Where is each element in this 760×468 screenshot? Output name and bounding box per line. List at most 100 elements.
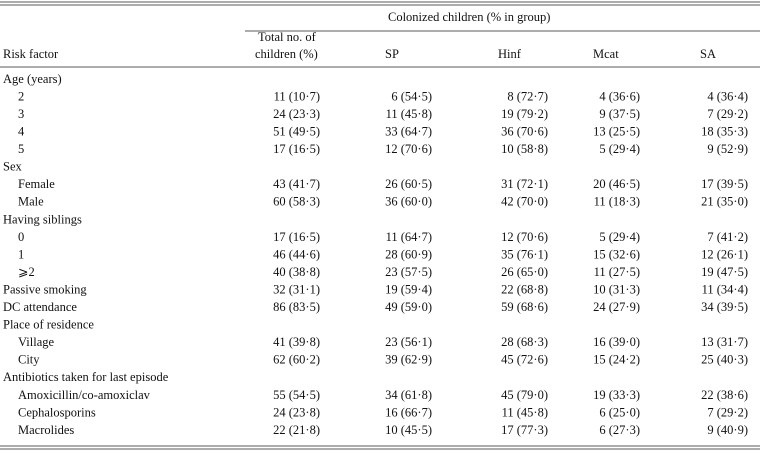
cell: 45 (79·0) [501,388,548,402]
row-label: Cephalosporins [18,405,96,419]
section-label: Having siblings [3,212,82,226]
cell: 28 (60·9) [385,247,432,261]
cell: 34 (39·5) [701,300,748,314]
section-label: Place of residence [3,318,94,332]
group-header: Colonized children (% in group) [388,10,550,24]
cell: 10 (45·5) [385,423,432,437]
cell: 7 (29·2) [707,107,748,121]
section-label: Antibiotics taken for last episode [3,370,169,384]
cell: 24 (23·3) [273,107,320,121]
cell: 34 (61·8) [385,388,432,402]
cell: 24 (23·8) [273,405,320,419]
cell: 42 (70·0) [501,195,548,209]
row-label: 0 [18,230,24,244]
cell: 22 (68·8) [501,282,548,296]
cell: 21 (35·0) [701,195,748,209]
cell: 23 (56·1) [385,335,432,349]
cell: 33 (64·7) [385,125,432,139]
row-label: Female [18,177,55,191]
cell: 31 (72·1) [501,177,548,191]
column-header: Mcat [593,47,619,61]
cell: 39 (62·9) [385,353,432,367]
cell: 4 (36·6) [599,89,640,103]
cell: 8 (72·7) [507,89,548,103]
cell: 43 (41·7) [273,177,320,191]
cell: 26 (60·5) [385,177,432,191]
cell: 6 (54·5) [391,89,432,103]
cell: 11 (45·8) [502,405,548,419]
cell: 22 (38·6) [701,388,748,402]
cell: 86 (83·5) [273,300,320,314]
cell: 11 (64·7) [386,230,432,244]
cell: 18 (35·3) [701,125,748,139]
cell: 9 (37·5) [599,107,640,121]
cell: 40 (38·8) [273,265,320,279]
cell: 6 (27·3) [599,423,640,437]
cell: 17 (77·3) [501,423,548,437]
row-label: 3 [18,107,24,121]
cell: 41 (39·8) [273,335,320,349]
cell: 55 (54·5) [273,388,320,402]
cell: 5 (29·4) [599,142,640,156]
cell: 16 (66·7) [385,405,432,419]
cell: 15 (32·6) [593,247,640,261]
row-label: 1 [18,247,24,261]
cell: 15 (24·2) [593,353,640,367]
cell: 7 (41·2) [707,230,748,244]
cell: 17 (39·5) [701,177,748,191]
cell: 12 (26·1) [701,247,748,261]
cell: 23 (57·5) [385,265,432,279]
cell: 11 (18·3) [594,195,640,209]
cell: 11 (27·5) [594,265,640,279]
cell: 32 (31·1) [273,282,320,296]
cell: 62 (60·2) [273,353,320,367]
cell: 11 (10·7) [274,89,320,103]
cell: 26 (65·0) [501,265,548,279]
cell: 13 (25·5) [593,125,640,139]
column-header: SA [700,47,716,61]
cell: 45 (72·6) [501,353,548,367]
row-label: Amoxicillin/co-amoxiclav [18,388,151,402]
cell: 16 (39·0) [593,335,640,349]
cell: 36 (60·0) [385,195,432,209]
row-label: Male [18,195,44,209]
cell: 12 (70·6) [501,230,548,244]
cell: 25 (40·3) [701,353,748,367]
cell: 10 (31·3) [593,282,640,296]
cell: 6 (25·0) [599,405,640,419]
cell: 19 (47·5) [701,265,748,279]
cell: 46 (44·6) [273,247,320,261]
cell: 59 (68·6) [501,300,548,314]
cell: 22 (21·8) [273,423,320,437]
cell: 49 (59·0) [385,300,432,314]
row-label: ⩾2 [18,265,35,279]
cell: 11 (45·8) [386,107,432,121]
cell: 9 (40·9) [707,423,748,437]
row-label: Passive smoking [3,282,87,296]
section-label: Sex [3,160,23,174]
row-label: 5 [18,142,24,156]
total-header: children (%) [255,47,318,61]
cell: 10 (58·8) [501,142,548,156]
cell: 7 (29·2) [707,405,748,419]
cell: 19 (59·4) [385,282,432,296]
cell: 12 (70·6) [385,142,432,156]
cell: 13 (31·7) [701,335,748,349]
cell: 9 (52·9) [707,142,748,156]
cell: 4 (36·4) [707,89,748,103]
cell: 19 (33·3) [593,388,640,402]
cell: 19 (79·2) [501,107,548,121]
cell: 11 (34·4) [702,282,748,296]
cell: 24 (27·9) [593,300,640,314]
row-label: 4 [18,125,25,139]
row-label: Village [18,335,54,349]
row-label: DC attendance [3,300,77,314]
cell: 51 (49·5) [273,125,320,139]
cell: 60 (58·3) [273,195,320,209]
row-label: 2 [18,89,24,103]
cell: 17 (16·5) [273,230,320,244]
total-header: Total no. of [258,30,317,44]
cell: 36 (70·6) [501,125,548,139]
cell: 5 (29·4) [599,230,640,244]
row-label: City [18,353,40,367]
